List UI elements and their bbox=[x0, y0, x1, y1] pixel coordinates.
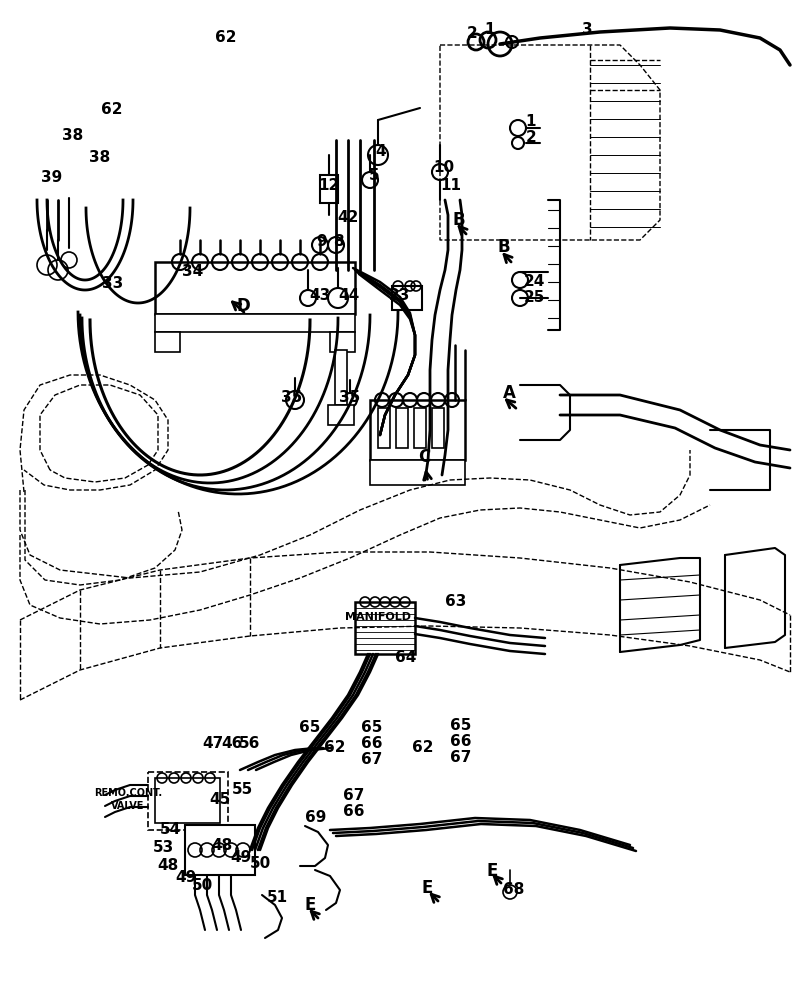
Text: 46: 46 bbox=[221, 736, 242, 752]
Text: E: E bbox=[486, 862, 497, 880]
Text: 62: 62 bbox=[413, 740, 434, 756]
Text: 63: 63 bbox=[445, 593, 466, 608]
Text: 2: 2 bbox=[526, 130, 536, 145]
Bar bbox=[370, 460, 465, 485]
Text: B: B bbox=[497, 238, 510, 256]
Text: 12: 12 bbox=[318, 178, 340, 194]
Text: 54: 54 bbox=[159, 822, 181, 838]
Text: 66: 66 bbox=[450, 734, 472, 750]
Text: 62: 62 bbox=[324, 740, 346, 756]
Text: 66: 66 bbox=[361, 736, 383, 752]
Text: 66: 66 bbox=[343, 804, 365, 818]
Text: 50: 50 bbox=[249, 856, 271, 871]
Text: 67: 67 bbox=[343, 788, 364, 802]
Text: 11: 11 bbox=[440, 178, 462, 192]
Text: 44: 44 bbox=[338, 288, 360, 304]
Text: 4: 4 bbox=[375, 144, 386, 159]
Bar bbox=[396, 408, 408, 448]
Text: E: E bbox=[304, 896, 316, 914]
Bar bbox=[335, 350, 347, 405]
Text: 35: 35 bbox=[281, 390, 303, 406]
Text: 62: 62 bbox=[215, 30, 237, 45]
Text: 39: 39 bbox=[41, 170, 63, 186]
Text: 62: 62 bbox=[101, 103, 123, 117]
Text: 64: 64 bbox=[395, 650, 417, 664]
Text: 10: 10 bbox=[433, 160, 455, 176]
Text: 25: 25 bbox=[524, 290, 545, 306]
Bar bbox=[155, 778, 220, 823]
Text: 5: 5 bbox=[369, 168, 379, 184]
Text: 1: 1 bbox=[485, 22, 495, 37]
Bar bbox=[330, 332, 355, 352]
Text: 42: 42 bbox=[337, 211, 359, 226]
Text: 1: 1 bbox=[526, 114, 536, 129]
Bar bbox=[432, 408, 444, 448]
Text: 65: 65 bbox=[299, 720, 321, 736]
Bar bbox=[392, 286, 422, 310]
Text: 47: 47 bbox=[203, 736, 223, 752]
Bar bbox=[155, 262, 355, 314]
Text: 49: 49 bbox=[230, 850, 252, 865]
Text: 33: 33 bbox=[102, 276, 124, 292]
Bar bbox=[355, 602, 415, 654]
Text: A: A bbox=[503, 384, 516, 402]
Text: 24: 24 bbox=[524, 274, 545, 290]
Text: 65: 65 bbox=[451, 718, 472, 734]
Text: 2: 2 bbox=[466, 26, 478, 41]
Text: 68: 68 bbox=[503, 882, 524, 896]
Text: 56: 56 bbox=[239, 736, 261, 752]
Text: 43: 43 bbox=[310, 288, 330, 304]
Bar bbox=[370, 400, 465, 460]
Text: 9: 9 bbox=[317, 234, 327, 249]
Text: VALVE: VALVE bbox=[112, 801, 145, 811]
Text: 49: 49 bbox=[175, 869, 196, 884]
Text: 67: 67 bbox=[451, 750, 472, 766]
Text: D: D bbox=[236, 297, 249, 315]
Text: 8: 8 bbox=[333, 234, 343, 249]
Text: 38: 38 bbox=[63, 127, 84, 142]
Text: 45: 45 bbox=[209, 792, 230, 808]
Text: 55: 55 bbox=[231, 782, 253, 798]
Text: 50: 50 bbox=[192, 878, 212, 892]
Text: 67: 67 bbox=[361, 752, 383, 768]
Text: 38: 38 bbox=[89, 150, 111, 165]
Bar bbox=[378, 408, 390, 448]
Bar bbox=[320, 175, 338, 203]
Text: 53: 53 bbox=[152, 840, 173, 856]
Text: 3: 3 bbox=[581, 22, 592, 37]
Bar bbox=[328, 405, 354, 425]
Bar bbox=[148, 772, 228, 830]
Bar bbox=[155, 332, 180, 352]
Text: 34: 34 bbox=[182, 264, 204, 279]
Bar bbox=[155, 314, 355, 332]
Text: C: C bbox=[418, 448, 430, 466]
Text: 69: 69 bbox=[305, 810, 326, 826]
Text: E: E bbox=[421, 879, 432, 897]
Text: B: B bbox=[453, 211, 466, 229]
Bar bbox=[185, 825, 255, 875]
Text: 51: 51 bbox=[266, 890, 287, 904]
Bar bbox=[414, 408, 426, 448]
Text: 65: 65 bbox=[361, 720, 383, 736]
Text: REMO.CONT.: REMO.CONT. bbox=[94, 788, 162, 798]
Text: 35: 35 bbox=[340, 390, 360, 406]
Text: 48: 48 bbox=[211, 838, 233, 854]
Text: 23: 23 bbox=[388, 288, 409, 304]
Text: MANIFOLD: MANIFOLD bbox=[345, 612, 411, 622]
Text: 48: 48 bbox=[158, 858, 179, 874]
